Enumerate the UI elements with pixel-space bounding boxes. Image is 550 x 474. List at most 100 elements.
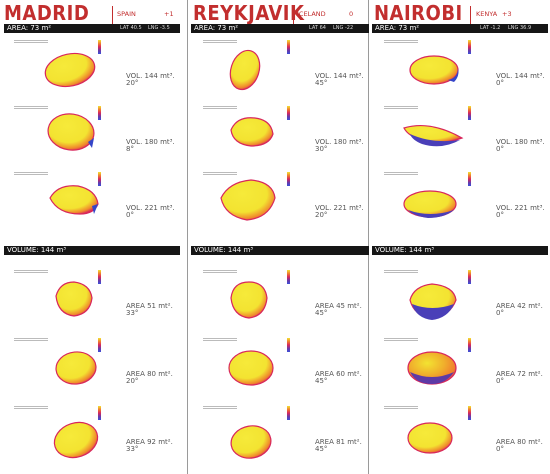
shape-cell: VOL. 180 mt³. 0°	[370, 102, 550, 168]
shape-cell: VOL. 180 mt³. 8°	[0, 102, 180, 168]
country-number: +1	[164, 10, 174, 18]
shape-render	[47, 113, 95, 151]
angle-value: 30°	[315, 145, 328, 153]
area-header-label: AREA: 73 m²	[194, 24, 239, 32]
angle-value: 20°	[315, 211, 328, 219]
angle-value: 0°	[496, 445, 504, 453]
shape-cell: AREA 81 mt². 45°	[189, 402, 369, 468]
legend-text	[384, 338, 418, 343]
city-title: MADRID	[4, 1, 90, 25]
shape-render	[55, 281, 93, 317]
color-scale	[468, 40, 471, 54]
angle-value: 45°	[315, 445, 328, 453]
legend-text	[203, 172, 237, 177]
legend-text	[203, 40, 237, 45]
shape-render	[49, 185, 99, 215]
shape-render	[409, 283, 457, 320]
angle-value: 0°	[496, 145, 504, 153]
shape-render	[220, 179, 276, 221]
volume-value: VOL. 144 mt³.	[496, 72, 545, 80]
color-scale	[98, 106, 101, 120]
shape-cell: AREA 72 mt². 0°	[370, 334, 550, 400]
color-scale	[98, 40, 101, 54]
volume-header-bar: VOLUME: 144 m³	[372, 246, 548, 255]
shape-render	[403, 125, 464, 147]
angle-value: 45°	[315, 309, 328, 317]
area-header-bar: AREA: 73 m² LAT -1.2 LNG 36.9	[372, 24, 548, 33]
country-number: 0	[349, 10, 354, 18]
column-divider	[368, 0, 369, 474]
country-label: SPAIN	[117, 10, 136, 18]
color-scale	[468, 406, 471, 420]
volume-value: VOL. 221 mt³.	[126, 204, 175, 212]
color-scale	[468, 270, 471, 284]
legend-text	[203, 338, 237, 343]
shape-render	[228, 350, 274, 386]
shape-cell: AREA 80 mt². 0°	[370, 402, 550, 468]
volume-header-bar: VOLUME: 144 m³	[191, 246, 369, 255]
area-value: AREA 80 mt².	[126, 370, 173, 378]
column-divider	[187, 0, 188, 474]
shape-cell: VOL. 144 mt³. 0°	[370, 36, 550, 102]
longitude-label: LNG -22	[333, 25, 354, 31]
angle-value: 33°	[126, 445, 139, 453]
area-value: AREA 81 mt².	[315, 438, 362, 446]
shape-cell: VOL. 180 mt³. 30°	[189, 102, 369, 168]
shape-render	[55, 351, 97, 385]
city-title: NAIROBI	[374, 1, 463, 25]
legend-text	[384, 172, 418, 177]
angle-value: 0°	[496, 211, 504, 219]
angle-value: 45°	[315, 377, 328, 385]
area-value: AREA 80 mt².	[496, 438, 543, 446]
volume-header-label: VOLUME: 144 m³	[7, 246, 67, 254]
color-scale	[98, 172, 101, 186]
angle-value: 20°	[126, 79, 139, 87]
city-column-reykjavik: REYKJAVIK ICELAND 0 AREA: 73 m² LAT 64 L…	[189, 0, 369, 474]
angle-value: 8°	[126, 145, 134, 153]
area-header-label: AREA: 73 m²	[7, 24, 52, 32]
area-value: AREA 42 mt².	[496, 302, 543, 310]
legend-text	[14, 106, 48, 111]
shape-render	[44, 52, 96, 88]
legend-text	[14, 172, 48, 177]
color-scale	[468, 172, 471, 186]
shape-render	[403, 190, 457, 218]
legend-text	[384, 40, 418, 45]
legend-text	[14, 406, 48, 411]
legend-text	[384, 270, 418, 275]
shape-cell: AREA 42 mt². 0°	[370, 266, 550, 332]
angle-value: 33°	[126, 309, 139, 317]
volume-header-label: VOLUME: 144 m³	[194, 246, 254, 254]
title-separator	[293, 6, 294, 24]
angle-value: 0°	[496, 79, 504, 87]
country-label: KENYA	[476, 10, 498, 18]
volume-value: VOL. 180 mt³.	[496, 138, 545, 146]
color-scale	[468, 106, 471, 120]
legend-text	[203, 406, 237, 411]
volume-header-bar: VOLUME: 144 m³	[4, 246, 180, 255]
volume-value: VOL. 180 mt³.	[315, 138, 364, 146]
angle-value: 45°	[315, 79, 328, 87]
shape-cell: AREA 51 mt². 33°	[0, 266, 180, 332]
legend-text	[14, 270, 48, 275]
area-value: AREA 60 mt².	[315, 370, 362, 378]
area-value: AREA 51 mt².	[126, 302, 173, 310]
shape-render	[230, 425, 272, 459]
shape-cell: VOL. 221 mt³. 20°	[189, 168, 369, 234]
color-scale	[287, 40, 290, 54]
shape-render	[230, 281, 268, 319]
legend-text	[384, 106, 418, 111]
legend-text	[14, 40, 48, 45]
area-header-bar: AREA: 73 m² LAT 40.5 LNG -3.5	[4, 24, 180, 33]
legend-text	[203, 106, 237, 111]
latitude-label: LAT -1.2	[480, 25, 501, 31]
country-label: ICELAND	[297, 10, 326, 18]
color-scale	[287, 172, 290, 186]
angle-value: 0°	[496, 377, 504, 385]
volume-header-label: VOLUME: 144 m³	[375, 246, 435, 254]
shape-render	[407, 422, 453, 454]
area-value: AREA 45 mt².	[315, 302, 362, 310]
longitude-label: LNG -3.5	[148, 25, 170, 31]
angle-value: 0°	[496, 309, 504, 317]
